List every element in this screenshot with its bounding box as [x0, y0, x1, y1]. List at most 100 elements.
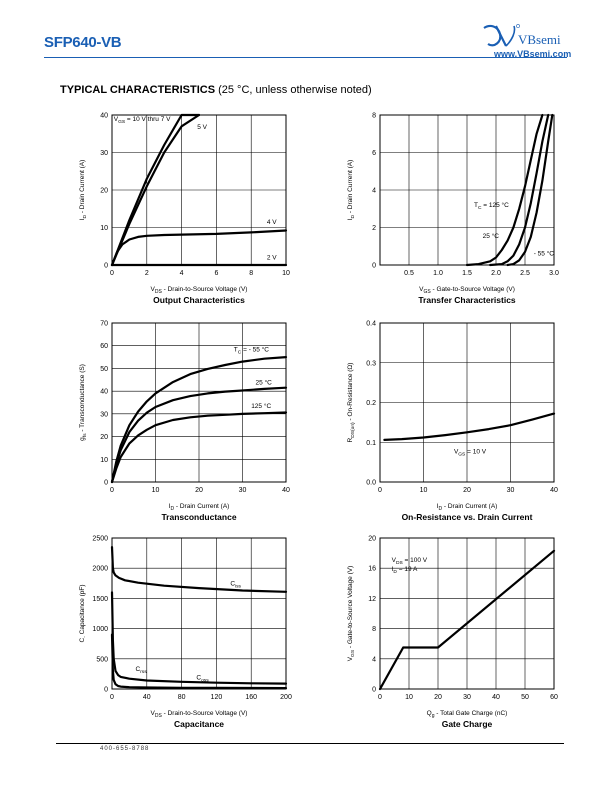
y-tick-label: 4: [372, 656, 376, 663]
y-tick-label: 1000: [92, 626, 108, 633]
x-axis-label: VDS - Drain-to-Source Voltage (V): [151, 286, 248, 295]
x-axis-label: ID - Drain Current (A): [169, 503, 230, 512]
y-axis-label: gfs - Transconductance (S): [79, 364, 88, 441]
x-tick-label: 3.0: [549, 270, 559, 277]
series-line-2: [110, 411, 288, 484]
y-axis-label: VGS - Gate-to-Source Voltage (V): [347, 566, 356, 662]
y-tick-label: 20: [100, 188, 108, 195]
y-tick-label: 1500: [92, 596, 108, 603]
annotation-label: - 55 °C: [534, 250, 555, 258]
x-tick-label: 8: [249, 270, 253, 277]
annotation-label: Crss: [135, 666, 147, 675]
y-axis-label: ID - Drain Current (A): [79, 160, 88, 221]
series-line-2: [506, 113, 554, 267]
brand-url: www.VBsemi.com: [494, 49, 572, 59]
section-title: TYPICAL CHARACTERISTICS: [60, 84, 216, 96]
x-tick-label: 160: [245, 694, 257, 701]
x-tick-label: 40: [143, 694, 151, 701]
chart-transconductance: 0 10 20 30 40 0 10 20 30 40 50 60 70 TC = - 55 °C 25 °…: [79, 321, 290, 523]
x-tick-label: 50: [521, 694, 529, 701]
plot-frame: [379, 322, 555, 483]
plot-frame: [379, 537, 555, 690]
annotation-label: 2 V: [267, 254, 277, 261]
x-tick-label: 0: [110, 694, 114, 701]
annotation-label: Coss: [196, 674, 209, 683]
x-tick-label: 30: [463, 694, 471, 701]
section-condition: (25 °C, unless otherwise noted): [218, 84, 372, 96]
footer-rule: [56, 743, 564, 744]
part-number: SFP640-VB: [44, 34, 122, 51]
y-tick-label: 10: [100, 457, 108, 464]
series-line-0: [378, 549, 556, 691]
annotation-label: 25 °C: [483, 232, 500, 240]
y-tick-label: 2000: [92, 566, 108, 573]
y-tick-label: 30: [100, 411, 108, 418]
series-line-2: [110, 229, 288, 267]
annotation-label: VDS = 100 V: [392, 557, 428, 566]
y-tick-label: 50: [100, 366, 108, 373]
annotation-label: TC = - 55 °C: [234, 345, 270, 355]
x-tick-label: 6: [214, 270, 218, 277]
x-tick-label: 40: [492, 694, 500, 701]
y-tick-label: 2: [372, 225, 376, 232]
x-axis-label: ID - Drain Current (A): [437, 503, 498, 512]
x-tick-label: 0.5: [404, 270, 414, 277]
chart-title: Transconductance: [161, 512, 236, 522]
annotation-label: TC = 125 °C: [474, 201, 509, 211]
chart-title: On-Resistance vs. Drain Current: [402, 512, 533, 522]
series-line-0: [383, 412, 556, 441]
y-tick-label: 40: [100, 389, 108, 396]
y-tick-label: 6: [372, 150, 376, 157]
annotation-label: ID = 19 A: [392, 566, 418, 575]
series-line-1: [489, 113, 550, 267]
y-tick-label: 500: [96, 656, 108, 663]
series-line-0: [465, 113, 544, 267]
y-tick-label: 8: [372, 626, 376, 633]
x-tick-label: 2.0: [491, 270, 501, 277]
x-tick-label: 1.0: [433, 270, 443, 277]
x-tick-label: 10: [420, 487, 428, 494]
x-tick-label: 200: [280, 694, 292, 701]
y-tick-label: 12: [368, 596, 376, 603]
x-tick-label: 60: [550, 694, 558, 701]
annotation-label: 4 V: [267, 219, 277, 226]
x-tick-label: 120: [211, 694, 223, 701]
annotation-label: VGS = 10 V thru 7 V: [114, 116, 171, 125]
x-tick-label: 10: [152, 487, 160, 494]
x-axis-label: VDS - Drain-to-Source Voltage (V): [151, 710, 248, 719]
y-tick-label: 8: [372, 113, 376, 120]
y-tick-label: 0.3: [366, 360, 376, 367]
y-axis-label: RDS(on) - On-Resistance (Ω): [347, 363, 356, 443]
x-axis-label: VGS - Gate-to-Source Voltage (V): [419, 286, 515, 295]
series-line-1: [110, 113, 201, 267]
annotation-label: 125 °C: [251, 402, 271, 410]
y-tick-label: 0: [104, 687, 108, 694]
header-rule: [44, 57, 567, 58]
y-tick-label: 0: [104, 263, 108, 270]
y-tick-label: 4: [372, 188, 376, 195]
logo-mark-icon: [483, 24, 520, 47]
x-tick-label: 1.5: [462, 270, 472, 277]
chart-transfer: 0.5 1.0 1.5 2.0 2.5 3.0 0 2 4 6 8 TC = 125 °C 25 °C -…: [347, 113, 559, 306]
x-tick-label: 0: [378, 694, 382, 701]
x-tick-label: 40: [282, 487, 290, 494]
x-tick-label: 20: [195, 487, 203, 494]
y-tick-label: 16: [368, 566, 376, 573]
x-tick-label: 20: [463, 487, 471, 494]
x-tick-label: 30: [507, 487, 515, 494]
y-tick-label: 30: [100, 150, 108, 157]
x-tick-label: 40: [550, 487, 558, 494]
y-tick-label: 0: [104, 480, 108, 487]
x-tick-label: 0: [110, 487, 114, 494]
x-tick-label: 4: [180, 270, 184, 277]
chart-gatecharge: 0 10 20 30 40 50 60 0 4 8 12 16 20 VDS = 100 VID = 19…: [347, 536, 558, 730]
section-heading: TYPICAL CHARACTERISTICS (25 °C, unless o…: [60, 84, 372, 96]
x-tick-label: 30: [239, 487, 247, 494]
x-tick-label: 2: [145, 270, 149, 277]
y-axis-label: C- Capacitance (pF): [79, 585, 88, 643]
y-tick-label: 20: [368, 536, 376, 543]
x-tick-label: 0: [110, 270, 114, 277]
y-tick-label: 0.4: [366, 321, 376, 328]
chart-onresistance: 0 10 20 30 40 0.0 0.1 0.2 0.3 0.4 VGS = 10 V ID - D…: [347, 321, 558, 523]
x-tick-label: 10: [282, 270, 290, 277]
